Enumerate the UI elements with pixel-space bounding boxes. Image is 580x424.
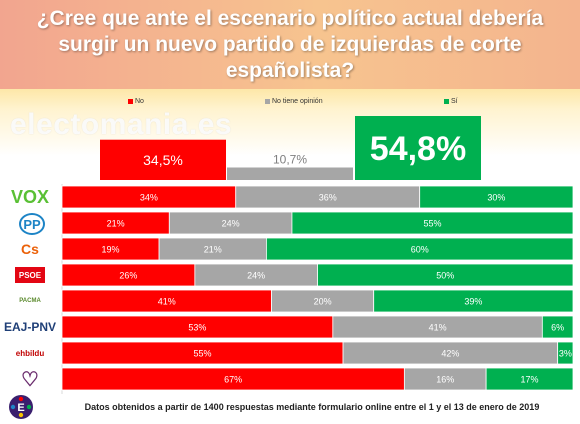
party-logo-0: VOX — [10, 186, 49, 207]
legend-swatch-no — [128, 98, 133, 104]
stacked-bar-label-4-1: 20% — [314, 297, 332, 307]
watermark: electomania.es — [10, 108, 233, 141]
legend-label-no-opinion: No tiene opinión — [272, 98, 323, 105]
podemos-heart-icon: ♡ — [21, 368, 39, 391]
stacked-bar-label-7-1: 16% — [436, 375, 454, 385]
legend-label-no: No — [135, 98, 144, 105]
stacked-bar-label-5-2: 6% — [551, 323, 564, 333]
stacked-bar-4-2 — [373, 289, 574, 313]
legend: No No tiene opinión Sí — [0, 95, 580, 109]
stacked-bar-label-3-0: 26% — [119, 271, 137, 281]
stacked-bar-label-2-0: 19% — [102, 245, 120, 255]
header-banner: ¿Cree que ante el escenario político act… — [0, 0, 580, 89]
stacked-bar-label-0-2: 30% — [487, 193, 505, 203]
stacked-bar-label-1-1: 24% — [222, 219, 240, 229]
stacked-bar-label-3-1: 24% — [247, 271, 265, 281]
stacked-bar-label-0-1: 36% — [319, 193, 337, 203]
legend-label-si: Sí — [451, 98, 458, 105]
summary-bar-2 — [355, 116, 481, 180]
svg-text:E: E — [17, 402, 24, 414]
stacked-bar-label-3-2: 50% — [436, 271, 454, 281]
party-logo-6: ehbildu — [15, 348, 45, 358]
stacked-bar-2-2 — [265, 237, 574, 261]
stacked-bar-label-1-0: 21% — [107, 219, 125, 229]
party-logo-5: EAJ-PNV — [4, 320, 57, 334]
stacked-bar-3-2 — [317, 263, 574, 287]
stacked-bar-label-5-0: 53% — [188, 323, 206, 333]
stacked-bar-label-2-1: 21% — [204, 245, 222, 255]
summary-bar-1 — [227, 167, 353, 180]
stacked-bar-7-2 — [485, 367, 574, 391]
party-logo-4: PACMA — [19, 298, 41, 304]
stacked-bar-0-2 — [419, 185, 574, 209]
legend-swatch-no-opinion — [265, 98, 270, 104]
footer-note: Datos obtenidos a partir de 1400 respues… — [84, 402, 540, 412]
summary-bar-label-1: 10,7% — [273, 153, 307, 167]
stacked-bar-label-4-0: 41% — [158, 297, 176, 307]
chart-title: ¿Cree que ante el escenario político act… — [36, 7, 544, 82]
legend-item-si: Sí — [444, 95, 458, 109]
summary-bar-label-2: 54,8% — [370, 130, 466, 168]
legend-item-no: No — [128, 95, 144, 109]
stacked-bar-5-2 — [541, 315, 574, 339]
party-logo-3: PSOE — [15, 267, 45, 283]
stacked-bar-label-6-1: 42% — [441, 349, 459, 359]
stacked-bar-label-0-0: 34% — [140, 193, 158, 203]
summary-bar-label-0: 34,5% — [143, 152, 183, 168]
party-logo-2: Cs — [21, 241, 39, 257]
stacked-bar-label-1-2: 55% — [423, 219, 441, 229]
stacked-bar-label-7-0: 67% — [224, 375, 242, 385]
stacked-bar-label-7-2: 17% — [521, 375, 539, 385]
electomania-e-logo-icon: E — [9, 395, 33, 419]
party-logo-1: PP — [19, 213, 45, 235]
legend-swatch-si — [444, 98, 449, 104]
stacked-bar-label-6-0: 55% — [194, 349, 212, 359]
stacked-bar-label-5-1: 41% — [429, 323, 447, 333]
stacked-bar-1-2 — [291, 211, 574, 235]
stacked-bar-label-6-2: 3% — [559, 349, 572, 359]
stacked-bar-6-2 — [557, 341, 574, 365]
legend-item-no-opinion: No tiene opinión — [265, 95, 323, 109]
summary-bar-0 — [100, 139, 226, 180]
stacked-bar-label-2-2: 60% — [411, 245, 429, 255]
stacked-bar-label-4-2: 39% — [464, 297, 482, 307]
